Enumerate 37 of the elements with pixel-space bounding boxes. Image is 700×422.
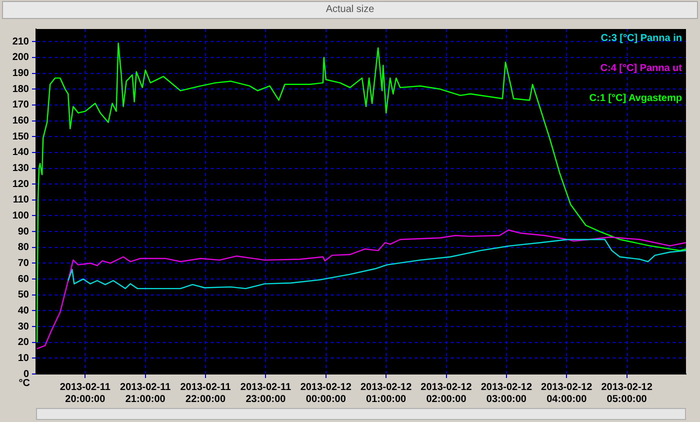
y-tick-label: 10	[18, 352, 30, 364]
x-tick-label: 2013-02-12 05:00:00	[601, 382, 653, 405]
y-tick-label: 200	[12, 52, 30, 64]
y-tick-label: 130	[12, 163, 30, 174]
y-tick-label: 100	[12, 210, 30, 222]
y-tick-label: 190	[12, 68, 30, 80]
x-tick-label: 2013-02-11 20:00:00	[60, 382, 111, 405]
x-tick-label: 2013-02-11 22:00:00	[180, 382, 232, 405]
y-axis-title: °C	[18, 378, 30, 389]
x-tick-label: 2013-02-12 00:00:00	[300, 382, 352, 405]
x-tick-label: 2013-02-11 23:00:00	[240, 382, 292, 405]
x-tick-label: 2013-02-11 21:00:00	[120, 382, 172, 405]
y-tick-label: 140	[12, 147, 30, 158]
y-tick-label: 80	[18, 242, 30, 254]
x-tick-label: 2013-02-12 03:00:00	[480, 382, 532, 405]
x-tick-label: 2013-02-12 02:00:00	[420, 382, 472, 405]
y-tick-label: 110	[12, 194, 30, 206]
y-tick-label: 170	[12, 100, 30, 111]
y-tick-label: 50	[18, 290, 30, 301]
y-tick-label: 40	[18, 305, 30, 316]
y-tick-label: 90	[18, 226, 30, 238]
y-tick-label: 180	[12, 84, 30, 95]
x-tick-label: 2013-02-12 04:00:00	[541, 382, 593, 405]
y-tick-label: 70	[18, 258, 30, 269]
y-tick-label: 120	[12, 178, 30, 190]
y-tick-label: 210	[12, 36, 30, 48]
y-tick-label: 160	[12, 116, 30, 127]
text: C:4 [°C] Panna ut	[600, 63, 683, 74]
y-tick-label: 60	[18, 274, 30, 285]
y-tick-label: 20	[18, 337, 30, 348]
y-tick-label: 150	[12, 131, 30, 142]
text: C:3 [°C] Panna in	[600, 33, 682, 44]
x-tick-label: 2013-02-12 01:00:00	[360, 382, 412, 405]
y-tick-label: 0	[23, 368, 30, 380]
text: Actual size	[2, 1, 698, 19]
text: C:1 [°C] Avgastemp	[589, 93, 682, 104]
y-tick-label: 30	[18, 321, 30, 332]
